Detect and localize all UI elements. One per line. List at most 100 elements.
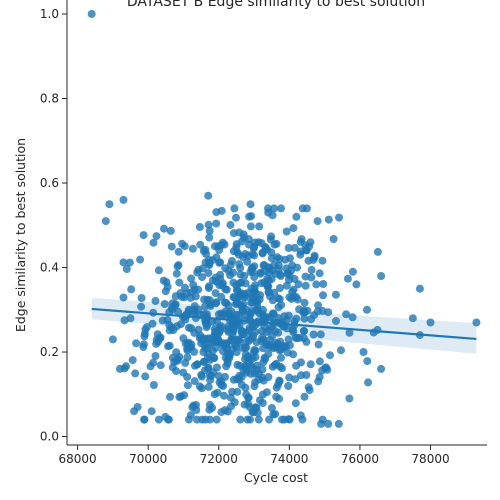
- scatter-point: [292, 212, 301, 221]
- scatter-point: [132, 339, 141, 348]
- scatter-point: [152, 232, 161, 241]
- scatter-point: [292, 314, 301, 323]
- scatter-point: [163, 315, 172, 324]
- scatter-point: [291, 399, 300, 408]
- scatter-point: [249, 244, 258, 253]
- scatter-point: [326, 351, 334, 360]
- scatter-point: [139, 340, 148, 349]
- scatter-point: [204, 284, 213, 292]
- scatter-point: [309, 255, 318, 264]
- scatter-point: [313, 217, 322, 226]
- scatter-point: [225, 351, 234, 360]
- scatter-point: [154, 266, 163, 275]
- scatter-point: [264, 349, 273, 358]
- scatter-point: [250, 369, 259, 378]
- scatter-point: [193, 360, 202, 369]
- scatter-point: [259, 335, 268, 344]
- scatter-point: [306, 360, 315, 369]
- scatter-point: [296, 247, 305, 256]
- scatter-point: [277, 301, 286, 309]
- scatter-point: [210, 390, 219, 399]
- scatter-point: [193, 415, 201, 424]
- x-tick-label: 76000: [341, 452, 379, 466]
- scatter-point: [216, 274, 225, 283]
- scatter-point: [197, 372, 206, 381]
- scatter-point: [139, 231, 148, 240]
- scatter-point: [127, 285, 136, 294]
- scatter-point: [154, 415, 163, 424]
- scatter-point: [317, 419, 326, 428]
- scatter-point: [264, 288, 273, 297]
- scatter-point: [160, 224, 168, 233]
- scatter-point: [231, 300, 240, 309]
- scatter-point: [373, 247, 382, 256]
- y-tick-label: 0.2: [40, 345, 59, 359]
- scatter-point: [334, 419, 343, 428]
- scatter-point: [176, 289, 185, 298]
- scatter-point: [108, 335, 117, 344]
- scatter-point: [256, 291, 265, 300]
- scatter-point: [151, 352, 160, 360]
- x-tick-label: 68000: [58, 452, 96, 466]
- scatter-point: [352, 280, 361, 289]
- scatter-point: [285, 373, 294, 382]
- scatter-point: [205, 405, 214, 414]
- scatter-point: [242, 366, 251, 375]
- scatter-point: [212, 415, 221, 424]
- scatter-point: [183, 381, 192, 390]
- scatter-point: [245, 212, 254, 221]
- scatter-point: [160, 300, 169, 308]
- scatter-point: [319, 280, 328, 288]
- scatter-point: [364, 378, 373, 387]
- scatter-point: [190, 377, 199, 386]
- regression-line: [91, 307, 477, 341]
- scatter-point: [274, 265, 283, 274]
- scatter-point: [226, 220, 235, 229]
- scatter-point: [324, 419, 333, 428]
- scatter-point: [165, 326, 174, 335]
- scatter-point: [242, 343, 251, 352]
- scatter-point: [408, 314, 417, 323]
- scatter-point: [128, 356, 137, 365]
- scatter-point: [272, 239, 281, 248]
- scatter-point: [307, 315, 316, 324]
- scatter-point: [302, 204, 311, 213]
- scatter-point: [119, 293, 128, 302]
- scatter-point: [295, 333, 304, 342]
- scatter-point: [227, 307, 236, 316]
- scatter-point: [306, 238, 315, 247]
- scatter-point: [179, 334, 188, 343]
- scatter-point: [472, 318, 481, 327]
- scatter-point: [323, 365, 332, 374]
- scatter-point: [258, 399, 267, 407]
- scatter-point: [166, 392, 174, 401]
- chart-title: DATASET B Edge similarity to best soluti…: [127, 0, 425, 10]
- scatter-point: [229, 293, 238, 302]
- scatter-point: [246, 415, 255, 424]
- scatter-point: [210, 354, 219, 362]
- scatter-point: [307, 273, 316, 282]
- scatter-point: [232, 336, 241, 344]
- scatter-point: [284, 335, 293, 344]
- scatter-point: [217, 381, 226, 389]
- y-ticks: 0.0 0.2 0.4 0.6 0.8 1.0: [40, 7, 67, 444]
- scatter-point: [300, 314, 309, 323]
- scatter-point: [240, 290, 249, 299]
- x-tick-label: 74000: [270, 452, 308, 466]
- scatter-point: [318, 256, 327, 265]
- scatter-point: [205, 259, 214, 268]
- scatter-point: [264, 282, 273, 291]
- scatter-point: [173, 262, 182, 271]
- scatter-point: [262, 328, 271, 336]
- y-tick-label: 0.0: [40, 430, 59, 444]
- scatter-point: [248, 263, 257, 272]
- scatter-point: [314, 301, 323, 310]
- scatter-point: [233, 375, 241, 383]
- scatter-point: [195, 223, 204, 231]
- scatter-point: [190, 347, 199, 356]
- scatter-point: [229, 247, 238, 256]
- scatter-point: [313, 307, 322, 316]
- scatter-point: [221, 372, 229, 381]
- scatter-point: [237, 380, 246, 389]
- scatter-point: [377, 364, 386, 373]
